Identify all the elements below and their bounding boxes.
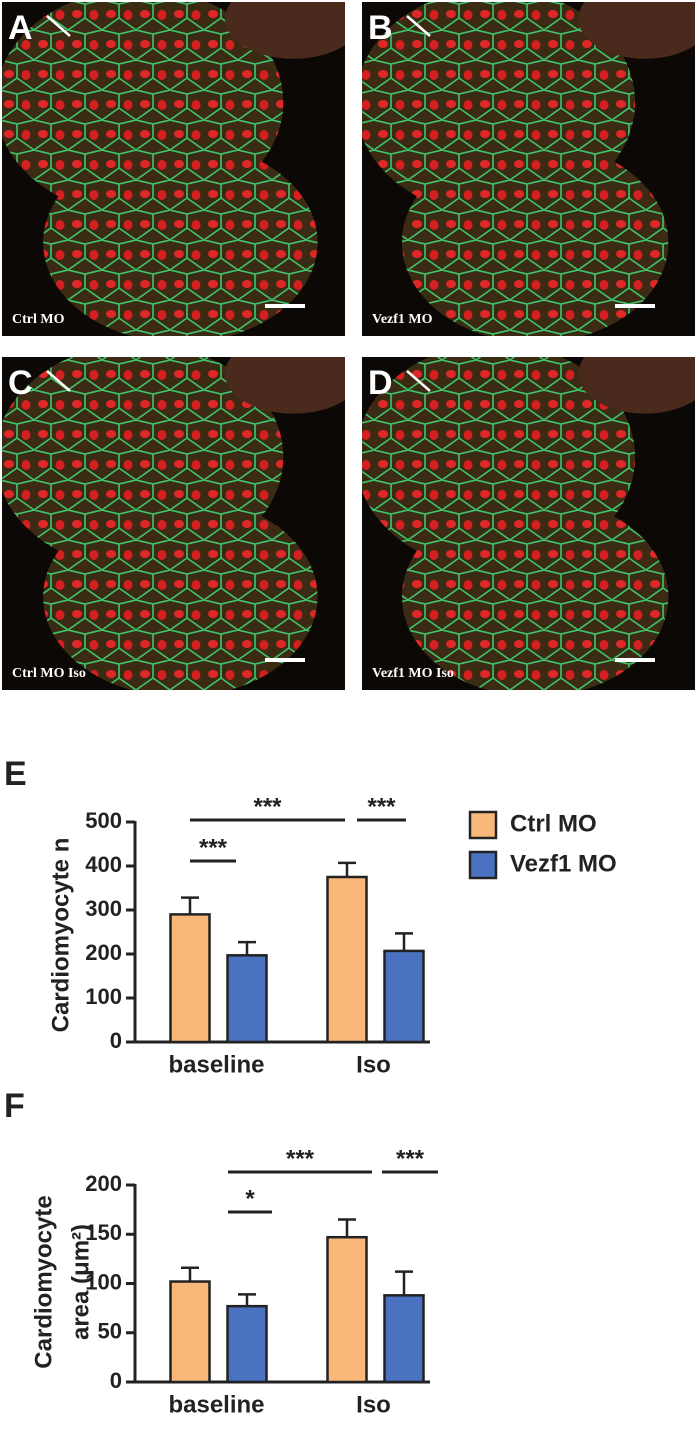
tissue-bottom: [43, 142, 318, 336]
bar: [226, 954, 268, 1044]
y-tick-label: 200: [85, 1171, 122, 1196]
tissue-bottom: [402, 142, 669, 336]
y-tick-label: 300: [85, 896, 122, 921]
panel-caption: Ctrl MO Iso: [12, 666, 86, 681]
y-tick-label: 200: [85, 940, 122, 965]
bar: [326, 875, 368, 1044]
tissue: [362, 2, 695, 336]
y-tick-label: 100: [85, 1269, 122, 1294]
legend-swatch: [468, 810, 498, 840]
y-tick-label: 150: [85, 1220, 122, 1245]
tissue-bottom: [402, 496, 669, 690]
tissue-atrium: [224, 2, 345, 59]
tissue: [2, 2, 345, 336]
bar: [169, 1280, 211, 1384]
panel-label: D: [368, 364, 393, 402]
panel-label: A: [8, 9, 33, 47]
bar: [326, 1235, 368, 1384]
y-tick-label: 400: [85, 852, 122, 877]
tissue-bottom: [43, 496, 318, 690]
tissue-atrium: [578, 357, 695, 414]
legend-label: Vezf1 MO: [510, 850, 617, 877]
significance-label: *: [245, 1185, 255, 1212]
tissue: [362, 357, 695, 690]
arrow: [46, 15, 71, 37]
tissue-atrium: [578, 2, 695, 59]
x-tick-label: Iso: [356, 1391, 391, 1418]
y-axis-label: area (μm²): [67, 1224, 94, 1340]
legend-swatch: [468, 850, 498, 880]
arrow: [406, 370, 431, 392]
y-axis-label: Cardiomyocyte: [30, 1195, 57, 1368]
x-tick-label: baseline: [168, 1051, 264, 1078]
bar: [226, 1304, 268, 1384]
x-tick-label: Iso: [356, 1051, 391, 1078]
y-axis-label: Cardiomyocyte n: [47, 838, 74, 1033]
x-tick-label: baseline: [168, 1391, 264, 1418]
bar: [169, 913, 211, 1044]
panel-caption: Vezf1 MO: [372, 312, 433, 327]
significance-label: ***: [396, 1145, 425, 1172]
panel-caption: Ctrl MO: [12, 312, 65, 327]
legend-label: Ctrl MO: [510, 810, 597, 837]
y-tick-label: 0: [110, 1368, 122, 1393]
significance-label: ***: [253, 793, 282, 820]
arrow: [46, 370, 71, 392]
image-panel: A Ctrl MO: [2, 2, 345, 336]
image-panel: B Vezf1 MO: [362, 2, 695, 336]
image-panel: D Vezf1 MO Iso: [362, 357, 695, 690]
panel-label: B: [368, 9, 393, 47]
panel-label: C: [8, 364, 33, 402]
panel-label: E: [4, 755, 27, 793]
bar: [383, 1294, 425, 1384]
y-tick-label: 0: [110, 1028, 122, 1053]
significance-label: ***: [199, 834, 228, 861]
significance-label: ***: [286, 1145, 315, 1172]
panel-label: F: [4, 1087, 25, 1125]
y-tick-label: 500: [85, 808, 122, 833]
bar: [383, 949, 425, 1044]
tissue: [2, 357, 345, 690]
tissue-atrium: [224, 357, 345, 414]
arrow: [406, 15, 431, 37]
y-tick-label: 100: [85, 984, 122, 1009]
significance-label: ***: [367, 793, 396, 820]
panel-caption: Vezf1 MO Iso: [372, 666, 454, 681]
y-tick-label: 50: [98, 1319, 122, 1344]
image-panel: C Ctrl MO Iso: [2, 357, 345, 690]
